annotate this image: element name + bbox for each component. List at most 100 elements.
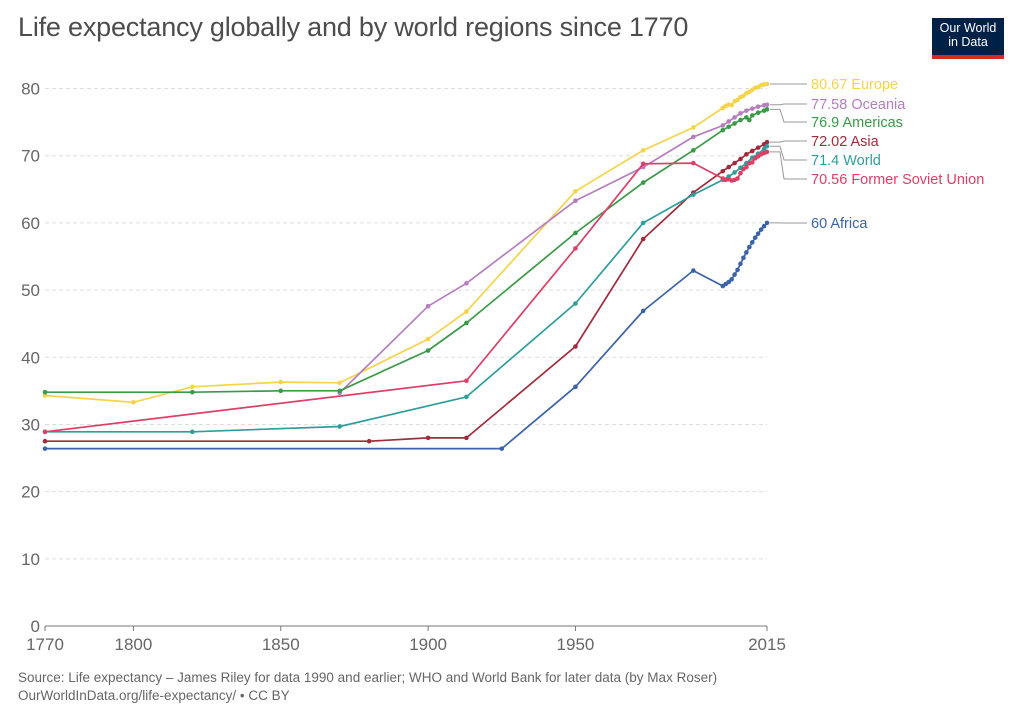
data-point-former-soviet-union bbox=[749, 160, 755, 165]
data-point-africa bbox=[752, 235, 758, 240]
data-point-former-soviet-union bbox=[42, 429, 48, 435]
source-url[interactable]: OurWorldInData.org/life-expectancy/ • CC… bbox=[18, 688, 290, 703]
data-point-europe bbox=[573, 188, 578, 194]
data-point-europe bbox=[278, 379, 284, 385]
data-point-africa bbox=[749, 240, 755, 245]
data-point-world bbox=[464, 394, 469, 400]
series-line-africa bbox=[45, 222, 768, 450]
data-point-oceania bbox=[732, 115, 737, 120]
data-point-africa bbox=[729, 277, 734, 282]
data-point-africa bbox=[691, 268, 696, 273]
data-point-oceania bbox=[464, 281, 469, 286]
data-point-africa bbox=[755, 231, 761, 236]
data-point-europe bbox=[735, 97, 740, 103]
y-tick-label: 40 bbox=[21, 348, 40, 367]
end-label-world: 71.4 World bbox=[811, 153, 881, 169]
data-point-former-soviet-union bbox=[691, 160, 696, 166]
data-point-former-soviet-union bbox=[744, 164, 749, 170]
data-point-africa bbox=[732, 272, 737, 277]
data-point-world bbox=[761, 146, 767, 152]
data-point-americas bbox=[573, 230, 578, 236]
data-point-africa bbox=[573, 384, 578, 390]
data-point-americas bbox=[755, 110, 761, 115]
x-tick-label: 1850 bbox=[262, 635, 300, 654]
end-label-europe: 80.67 Europe bbox=[811, 77, 898, 93]
data-point-americas bbox=[691, 148, 696, 153]
data-point-europe bbox=[42, 393, 48, 398]
x-tick-label: 2015 bbox=[748, 635, 786, 654]
source-text: Source: Life expectancy – James Riley fo… bbox=[18, 670, 718, 685]
data-point-americas bbox=[464, 320, 469, 326]
series-line-asia bbox=[45, 141, 768, 443]
data-point-americas bbox=[278, 388, 284, 394]
y-tick-label: 50 bbox=[21, 281, 40, 300]
our-world-in-data-logo[interactable]: Our World in Data bbox=[932, 18, 1004, 59]
x-tick-label: 1950 bbox=[557, 635, 595, 654]
data-point-europe bbox=[640, 148, 646, 153]
data-point-oceania bbox=[726, 119, 731, 124]
data-point-europe bbox=[190, 384, 195, 390]
data-point-asia bbox=[755, 145, 761, 150]
x-tick-label: 1800 bbox=[114, 635, 152, 654]
data-point-africa bbox=[640, 308, 646, 314]
data-point-europe bbox=[131, 399, 136, 405]
data-point-americas bbox=[732, 121, 737, 126]
data-point-americas bbox=[640, 180, 646, 185]
data-point-asia bbox=[720, 168, 726, 174]
end-label-asia: 72.02 Asia bbox=[811, 134, 880, 150]
data-point-asia bbox=[749, 148, 755, 154]
data-point-asia bbox=[42, 438, 48, 444]
data-point-asia bbox=[464, 435, 469, 441]
data-point-africa bbox=[764, 220, 770, 226]
logo-line-2: in Data bbox=[948, 35, 988, 49]
data-point-oceania bbox=[720, 123, 726, 128]
data-point-oceania bbox=[573, 198, 578, 204]
y-tick-label: 20 bbox=[21, 483, 40, 502]
data-point-asia bbox=[744, 152, 749, 157]
data-point-americas bbox=[42, 389, 48, 395]
data-point-former-soviet-union bbox=[464, 378, 469, 384]
series-line-world bbox=[45, 145, 768, 433]
data-point-americas bbox=[749, 113, 755, 118]
data-point-africa bbox=[735, 267, 740, 273]
data-point-oceania bbox=[764, 102, 770, 108]
chart-title: Life expectancy globally and by world re… bbox=[18, 12, 689, 42]
data-point-africa bbox=[499, 446, 505, 451]
data-point-africa bbox=[741, 255, 746, 261]
data-point-americas bbox=[744, 115, 749, 120]
data-point-asia bbox=[726, 164, 731, 170]
data-point-asia bbox=[738, 156, 743, 162]
logo-line-1: Our World bbox=[939, 21, 997, 35]
data-point-europe bbox=[464, 309, 469, 314]
data-point-europe bbox=[337, 380, 342, 386]
data-point-africa bbox=[747, 244, 752, 250]
data-point-oceania bbox=[425, 303, 431, 309]
data-point-americas bbox=[337, 388, 342, 394]
data-point-americas bbox=[720, 127, 726, 133]
data-point-africa bbox=[42, 446, 48, 451]
x-tick-label: 1770 bbox=[26, 635, 64, 654]
data-point-world bbox=[732, 170, 737, 175]
data-point-world bbox=[337, 424, 342, 429]
data-point-oceania bbox=[755, 104, 761, 109]
data-point-oceania bbox=[738, 111, 743, 116]
data-point-americas bbox=[726, 124, 731, 130]
end-label-oceania: 77.58 Oceania bbox=[811, 97, 906, 113]
y-tick-label: 0 bbox=[31, 617, 40, 636]
data-point-asia bbox=[573, 344, 578, 349]
data-point-europe bbox=[729, 102, 734, 108]
leader-line-world bbox=[770, 145, 807, 161]
data-point-americas bbox=[747, 117, 752, 123]
data-point-asia bbox=[425, 435, 431, 441]
data-point-europe bbox=[425, 336, 431, 342]
data-point-former-soviet-union bbox=[764, 149, 770, 155]
series-line-former-soviet-union bbox=[44, 151, 768, 433]
data-point-world bbox=[573, 301, 578, 306]
data-point-africa bbox=[738, 261, 743, 267]
data-point-americas bbox=[425, 348, 431, 353]
source-note: Source: Life expectancy – James Riley fo… bbox=[18, 669, 717, 705]
data-point-world bbox=[764, 143, 770, 149]
end-label-former-soviet-union: 70.56 Former Soviet Union bbox=[811, 172, 984, 188]
data-point-former-soviet-union bbox=[738, 170, 743, 176]
data-point-former-soviet-union bbox=[640, 161, 646, 167]
